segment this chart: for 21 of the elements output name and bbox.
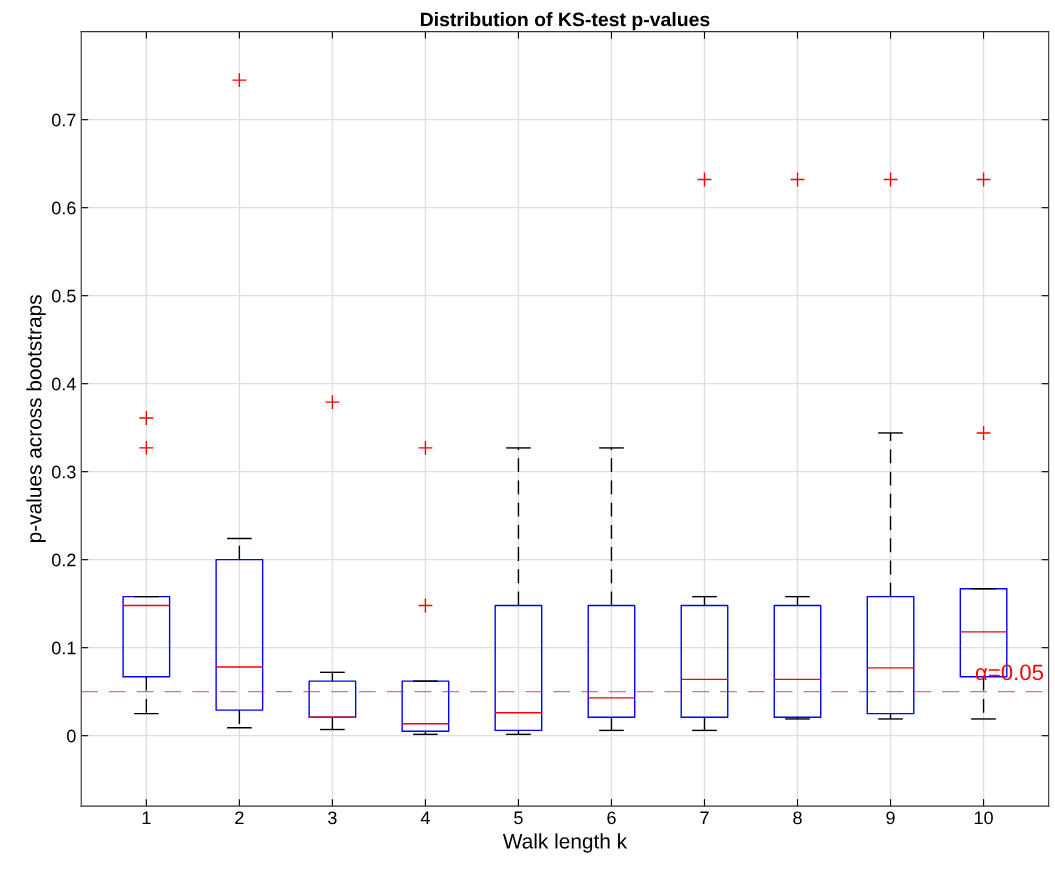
x-tick-label: 2	[235, 811, 244, 825]
x-axis-title: Walk length k	[502, 833, 628, 853]
x-tick-label: 7	[700, 811, 709, 825]
x-tick-label: 4	[420, 811, 430, 825]
y-tick-label: 0.1	[51, 641, 76, 655]
x-tick-label: 1	[142, 811, 151, 825]
x-tick-label: 3	[328, 811, 337, 825]
y-tick-label: 0	[67, 729, 76, 743]
y-tick-label: 0.5	[51, 289, 76, 303]
y-tick-label: 0.2	[51, 553, 76, 567]
x-tick-label: 9	[886, 811, 895, 825]
chart-title: Distribution of KS-test p-values	[420, 12, 710, 31]
x-tick-label: 10	[974, 811, 993, 825]
y-axis-title: p-values across bootstraps	[26, 295, 46, 543]
y-tick-label: 0.4	[51, 377, 76, 391]
y-tick-label: 0.6	[51, 201, 76, 215]
x-tick-label: 8	[793, 811, 802, 825]
x-tick-label: 6	[607, 811, 616, 825]
y-tick-label: 0.7	[51, 113, 76, 127]
y-tick-label: 0.3	[51, 465, 76, 479]
x-tick-label: 5	[514, 811, 523, 825]
